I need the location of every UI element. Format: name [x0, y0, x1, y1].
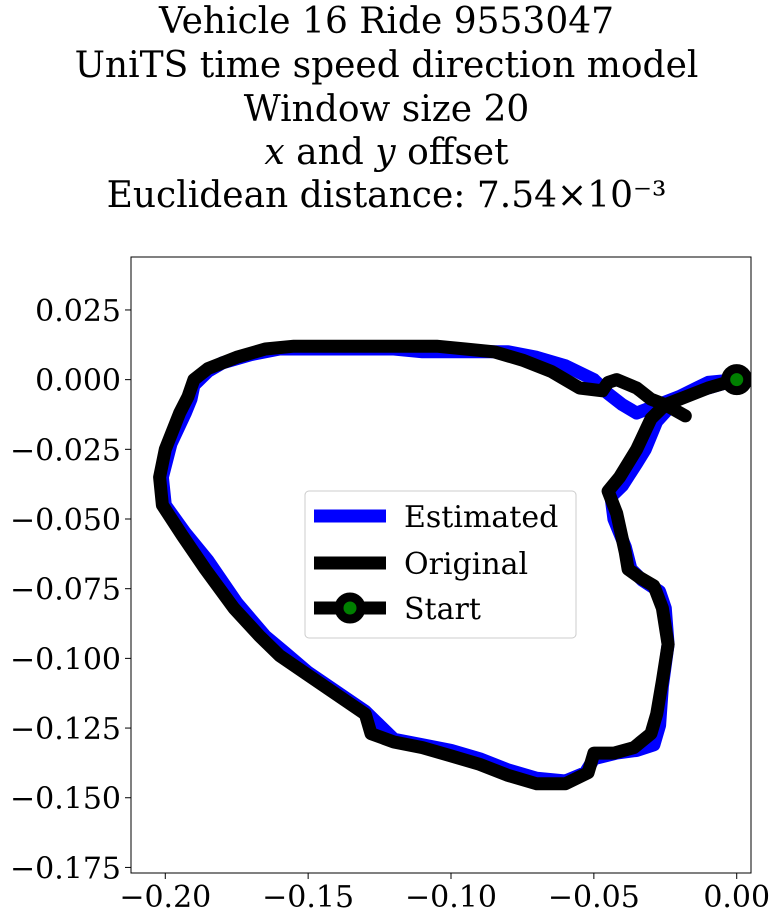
legend-label-start: Start: [404, 592, 481, 627]
title-line-1: Vehicle 16 Ride 9553047: [158, 1, 615, 42]
y-tick-label: −0.125: [10, 712, 121, 747]
y-tick-label: −0.150: [10, 782, 121, 817]
title-math-x: x: [264, 132, 285, 173]
title-text-and: and: [284, 132, 376, 173]
y-tick-label: 0.000: [35, 364, 121, 399]
title-line-2: UniTS time speed direction model: [74, 45, 699, 86]
x-tick-label: −0.10: [405, 880, 497, 915]
start-marker: [721, 364, 751, 396]
title-line-3: Window size 20: [243, 89, 530, 130]
series-layer: [153, 339, 751, 791]
y-tick-label: 0.025: [35, 294, 121, 329]
x-tick-label: 0.00: [703, 880, 770, 915]
legend-label-estimated: Estimated: [404, 500, 558, 535]
y-tick-label: −0.175: [10, 851, 121, 886]
axes-frame: [130, 256, 752, 874]
y-tick-label: −0.100: [10, 642, 121, 677]
y-tick-label: −0.075: [10, 573, 121, 608]
x-axis: −0.20 −0.15 −0.10 −0.05 0.00: [119, 873, 770, 915]
legend-marker-start: [334, 592, 366, 624]
x-tick-label: −0.15: [262, 880, 354, 915]
legend: Estimated Original Start: [304, 490, 577, 639]
legend-box: [304, 490, 577, 639]
title-math-y: y: [375, 132, 396, 173]
x-tick-label: −0.05: [548, 880, 640, 915]
x-tick-label: −0.20: [119, 880, 211, 915]
title-text-offset: offset: [395, 132, 509, 173]
title-line-5: Euclidean distance: 7.54×10⁻³: [106, 175, 667, 216]
y-tick-label: −0.050: [10, 503, 121, 538]
series-line-original: [153, 339, 744, 791]
title-line-4: x and y offset: [0, 131, 773, 175]
y-tick-label: −0.025: [10, 433, 121, 468]
y-axis: 0.025 0.000 −0.025 −0.050 −0.075 −0.100 −0.125…: [10, 294, 131, 886]
legend-label-original: Original: [404, 547, 528, 582]
